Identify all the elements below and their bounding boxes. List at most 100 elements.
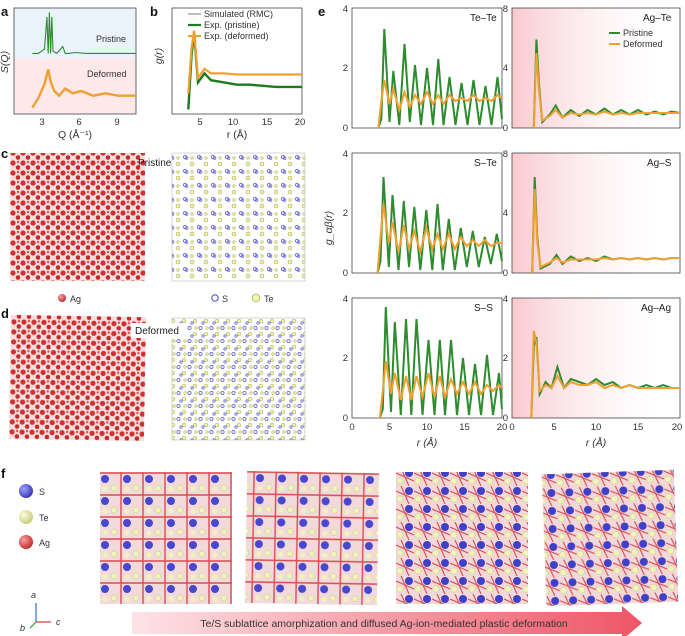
e-agte-deformed <box>532 52 680 129</box>
panel-a-xtick-0: 3 <box>39 117 44 128</box>
e-ags-deformed <box>531 188 680 274</box>
panel-e-ylabel: g_αβ(r) <box>323 211 335 245</box>
e-title-ss: S–S <box>474 303 493 314</box>
e-ytick-l3-4: 4 <box>343 294 348 305</box>
legend-simulated: Simulated (RMC) <box>204 9 273 19</box>
f-structure-3 <box>396 472 528 604</box>
panel-b-deformed-curve <box>187 30 302 94</box>
e-ytick-r2-4: 4 <box>503 208 508 219</box>
e-xtick-l-5: 5 <box>387 422 392 433</box>
f-structure-4 <box>541 469 679 607</box>
e-tete-pristine <box>377 28 503 129</box>
panel-d-ste-lattice <box>171 317 306 441</box>
e-xtick-r-5: 5 <box>551 422 556 433</box>
panel-a-label-pristine: Pristine <box>96 34 126 44</box>
panel-a-xtick-1: 6 <box>76 117 81 128</box>
panel-a-label-deformed: Deformed <box>87 69 127 79</box>
f-structure-2 <box>244 470 380 606</box>
e-frame-ste <box>351 152 503 274</box>
e-frame-tete <box>351 7 503 129</box>
e-xtick-r-15: 15 <box>633 422 644 433</box>
e-xtick-l-20: 20 <box>497 422 508 433</box>
panel-e: e g_αβ(r) Te–Te Ag–Te S–Te Ag–S S–S Ag–A… <box>318 4 682 449</box>
e-xtick-r-20: 20 <box>672 422 683 433</box>
e-ytick-l1-2: 2 <box>343 63 348 74</box>
e-ytick-l3-0: 0 <box>343 413 348 424</box>
f-axis-c: c <box>56 617 61 627</box>
e-ytick-l2-2: 2 <box>343 208 348 219</box>
panel-c: c Pristine Ag S Te <box>1 146 306 304</box>
panel-f: f S Te Ag a b c Te/S sublattice amorphiz… <box>1 466 679 636</box>
e-ytick-l2-4: 4 <box>343 149 348 160</box>
panel-a-shade-pristine <box>14 8 136 58</box>
panel-e-label: e <box>318 4 325 19</box>
panel-b-xtick-1: 10 <box>228 117 239 128</box>
panel-a-label: a <box>1 4 9 19</box>
e-ste-deformed <box>376 203 502 274</box>
panel-b-ylabel: g(r) <box>153 48 165 64</box>
panel-b-xtick-3: 20 <box>295 117 306 128</box>
e-ytick-r3-2: 2 <box>503 353 508 364</box>
e-title-agag: Ag–Ag <box>641 303 671 314</box>
e-ytick-r1-0: 0 <box>503 123 508 134</box>
e-legend-deformed: Deformed <box>623 39 663 49</box>
e-tete-deformed <box>377 79 503 129</box>
panel-c-legend-s: S <box>222 294 228 304</box>
legend-deformed: Exp. (deformed) <box>204 31 269 41</box>
e-xtick-l-0: 0 <box>349 422 354 433</box>
panel-b-frame <box>171 7 303 115</box>
panel-d-title: Deformed <box>135 326 179 337</box>
panel-d-title-bg <box>131 323 187 338</box>
panel-d: d Deformed <box>1 306 306 442</box>
e-xtick-l-10: 10 <box>422 422 433 433</box>
panel-a-xtick-2: 9 <box>114 117 119 128</box>
f-legend-s-icon <box>19 484 33 498</box>
e-ytick-r2-0: 0 <box>503 268 508 279</box>
e-frame-agte <box>511 7 681 129</box>
e-ytick-l1-4: 4 <box>343 4 348 15</box>
f-progress-arrow <box>132 606 642 636</box>
e-xtick-r-10: 10 <box>591 422 602 433</box>
f-structure-1 <box>100 472 232 604</box>
e-ytick-r2-8: 8 <box>503 149 508 160</box>
panel-b-xtick-2: 15 <box>262 117 273 128</box>
panel-c-legend-te: Te <box>264 294 274 304</box>
e-shade-agag <box>512 298 680 418</box>
e-ss-deformed <box>378 360 503 419</box>
panel-a: a Pristine Deformed S(Q) 3 6 9 Q (Å⁻¹) <box>0 4 137 141</box>
e-xtick-l-15: 15 <box>459 422 470 433</box>
panel-a-frame <box>13 7 137 115</box>
s-legend-icon <box>211 294 219 302</box>
panel-d-ag-lattice <box>8 314 147 442</box>
f-axis-b-line <box>29 621 37 629</box>
e-ytick-l2-0: 0 <box>343 268 348 279</box>
e-shade-ags <box>512 153 680 273</box>
panel-a-ylabel: S(Q) <box>0 51 11 73</box>
panel-b-xtick-0: 5 <box>197 117 202 128</box>
panel-a-deformed-curve <box>31 69 136 109</box>
e-xlabel-left: r (Å) <box>417 436 437 449</box>
e-title-agte: Ag–Te <box>643 13 672 24</box>
f-legend-s: S <box>39 487 45 497</box>
ag-legend-icon <box>58 294 66 302</box>
e-ytick-r3-0: 0 <box>503 413 508 424</box>
e-title-tete: Te–Te <box>470 13 497 24</box>
f-legend-ag-icon <box>19 535 33 549</box>
f-legend-ag: Ag <box>39 538 50 548</box>
panel-c-title: Pristine <box>138 158 172 169</box>
e-xlabel-right: r (Å) <box>586 436 606 449</box>
panel-f-label: f <box>1 466 6 481</box>
e-frame-agag <box>511 297 681 419</box>
e-agag-deformed <box>530 330 680 419</box>
panel-b-legend: Simulated (RMC) Exp. (pristine) Exp. (de… <box>188 9 273 41</box>
e-ste-pristine <box>376 176 503 274</box>
e-ss-pristine <box>378 306 503 419</box>
e-ytick-r3-4: 4 <box>503 294 508 305</box>
e-frame-ags <box>511 152 681 274</box>
panel-c-ste-lattice <box>171 152 306 282</box>
e-ytick-l3-2: 2 <box>343 353 348 364</box>
te-legend-icon <box>251 293 261 303</box>
panel-b-pristine-curve <box>187 32 302 110</box>
panel-c-ag-lattice <box>10 153 145 281</box>
